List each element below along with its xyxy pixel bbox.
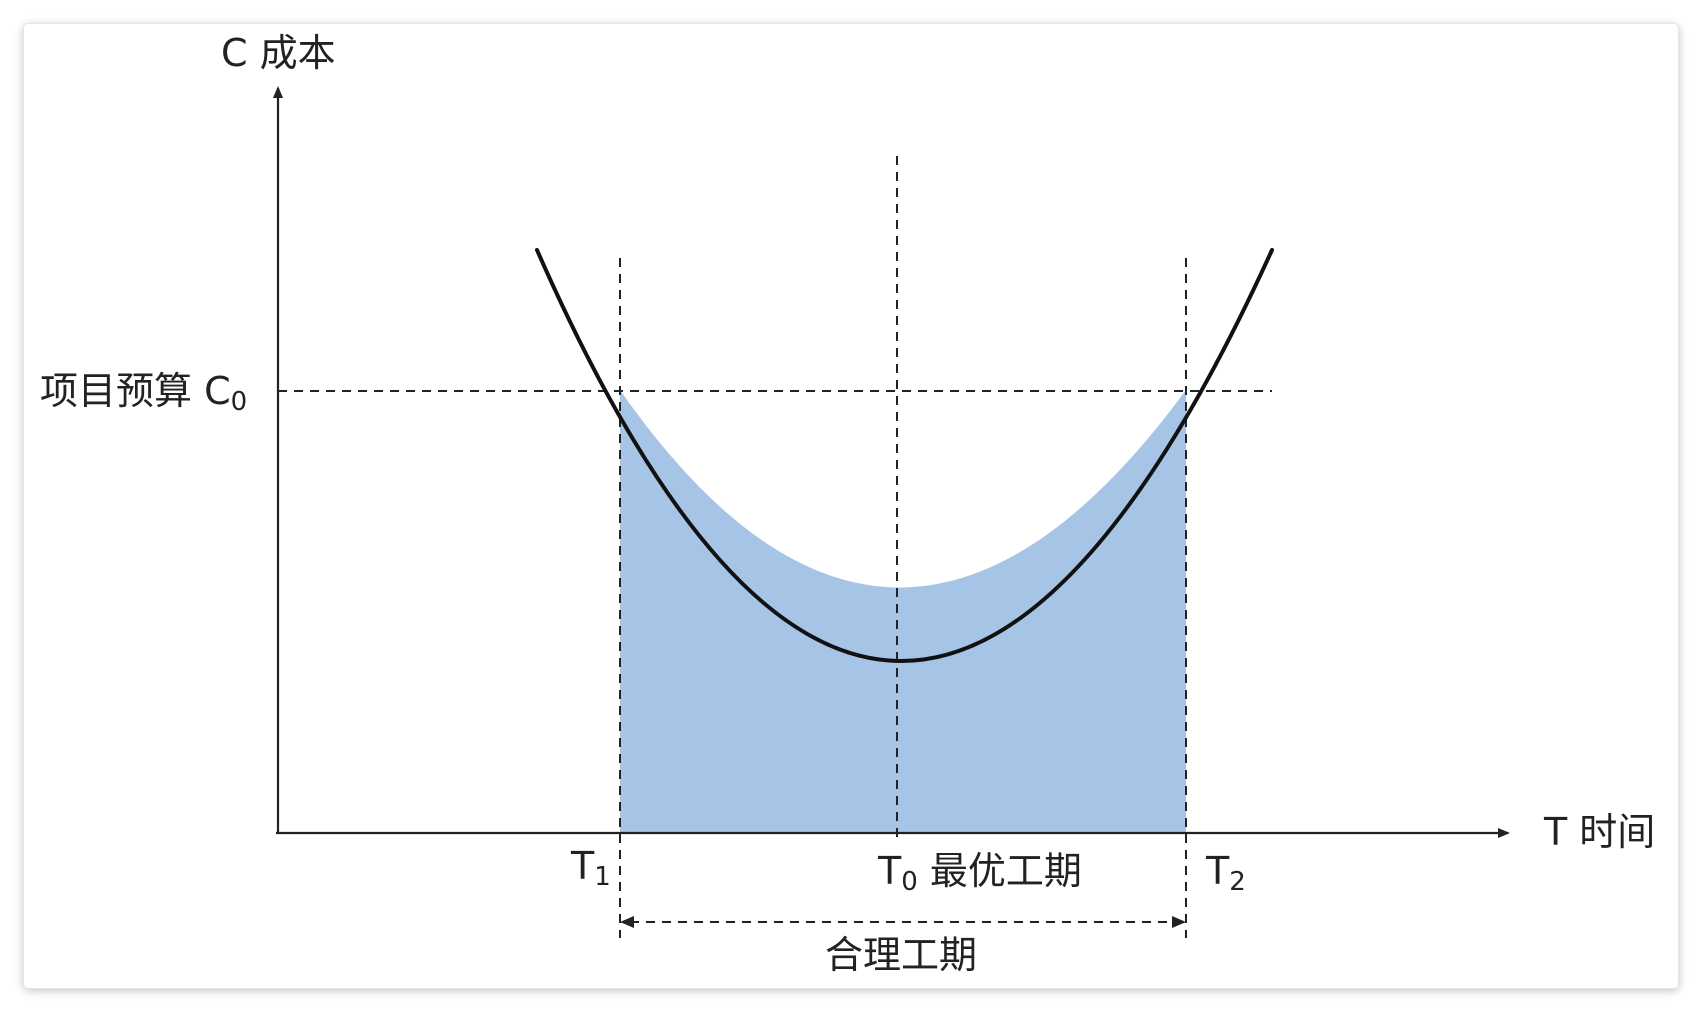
y-axis-label: C 成本 bbox=[221, 31, 336, 75]
budget-label: 项目预算 C0 bbox=[40, 369, 247, 417]
cost-curve bbox=[535, 248, 1274, 663]
range-arrow-left bbox=[620, 916, 634, 928]
t2-label: T2 bbox=[1205, 849, 1246, 897]
range-arrow-right bbox=[1172, 916, 1186, 928]
x-axis-label: T 时间 bbox=[1543, 810, 1655, 854]
t1-label: T1 bbox=[570, 844, 611, 892]
reasonable-duration-area bbox=[620, 390, 1186, 833]
reasonable-duration-label: 合理工期 bbox=[825, 933, 977, 977]
t0-label: T0 最优工期 bbox=[877, 849, 1082, 897]
